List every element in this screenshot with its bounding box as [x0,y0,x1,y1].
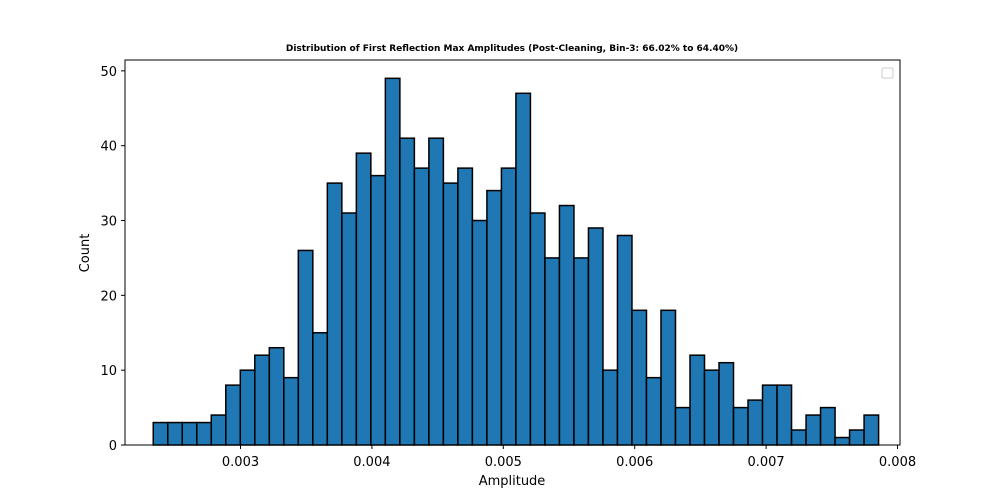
histogram-bar [863,414,880,446]
histogram-bar [283,376,300,446]
histogram-bar [428,137,445,446]
histogram-bar [384,77,401,446]
x-tick-label: 0.004 [353,455,390,470]
histogram-bar [312,332,329,446]
histogram-bar [254,354,271,446]
histogram-bar [225,384,242,446]
histogram-bar [471,219,488,446]
histogram-bar [689,354,706,446]
histogram-bar [761,384,778,446]
histogram-bar [573,257,590,446]
histogram-bar [544,257,561,446]
histogram-bar [486,189,503,446]
histogram-bar [660,309,677,446]
histogram-bar [834,436,851,446]
y-tick-label: 50 [100,65,117,80]
histogram-bar [399,137,416,446]
histogram-bar [297,249,314,446]
histogram-bar [370,174,387,446]
histogram-bar [239,369,256,446]
histogram-bar [805,414,822,446]
x-tick-label: 0.007 [747,455,784,470]
histogram-bar [196,421,213,446]
histogram-bar [515,92,532,446]
y-tick-label: 30 [100,215,117,230]
histogram-bar [152,421,169,446]
y-tick-label: 0 [109,439,117,454]
histogram-bar [529,212,546,446]
y-axis-ticks: 0 10 20 30 40 50 [100,65,125,454]
histogram-bar [631,309,648,446]
histogram-bar [210,414,227,446]
histogram-bar [819,406,836,446]
histogram-bar [268,346,285,446]
histogram-bar [776,384,793,446]
histogram-bar [732,406,749,446]
y-tick-label: 40 [100,140,117,155]
histogram-bar [848,429,865,446]
x-tick-label: 0.006 [616,455,653,470]
x-axis-ticks: 0.003 0.004 0.005 0.006 0.007 0.008 [222,445,916,470]
histogram-bar [500,167,517,446]
histogram-bar [602,369,619,446]
histogram-bar [442,182,459,446]
histogram-bar [457,167,474,446]
histogram-bar [167,421,184,446]
x-tick-label: 0.008 [879,455,916,470]
histogram-bar [181,421,198,446]
histogram-bar [674,406,691,446]
histogram-bars [152,77,880,446]
chart-title: Distribution of First Reflection Max Amp… [286,44,738,54]
x-axis-label: Amplitude [479,474,546,489]
histogram-bar [587,227,604,446]
histogram-bar [616,234,633,446]
histogram-bar [718,361,735,446]
histogram-bar [747,399,764,446]
legend-box [881,67,894,79]
histogram-bar [703,369,720,446]
histogram-bar [341,212,358,446]
histogram-bar [790,429,807,446]
histogram-bar [558,204,575,446]
histogram-bar [326,182,343,446]
y-tick-label: 10 [100,364,117,379]
x-tick-label: 0.005 [485,455,522,470]
histogram-bar [645,376,662,446]
x-tick-label: 0.003 [222,455,259,470]
plot-frame [124,59,901,446]
histogram-bar [413,167,430,446]
y-tick-label: 20 [100,289,117,304]
y-axis-label: Count [78,234,93,273]
histogram-bar [355,152,372,446]
